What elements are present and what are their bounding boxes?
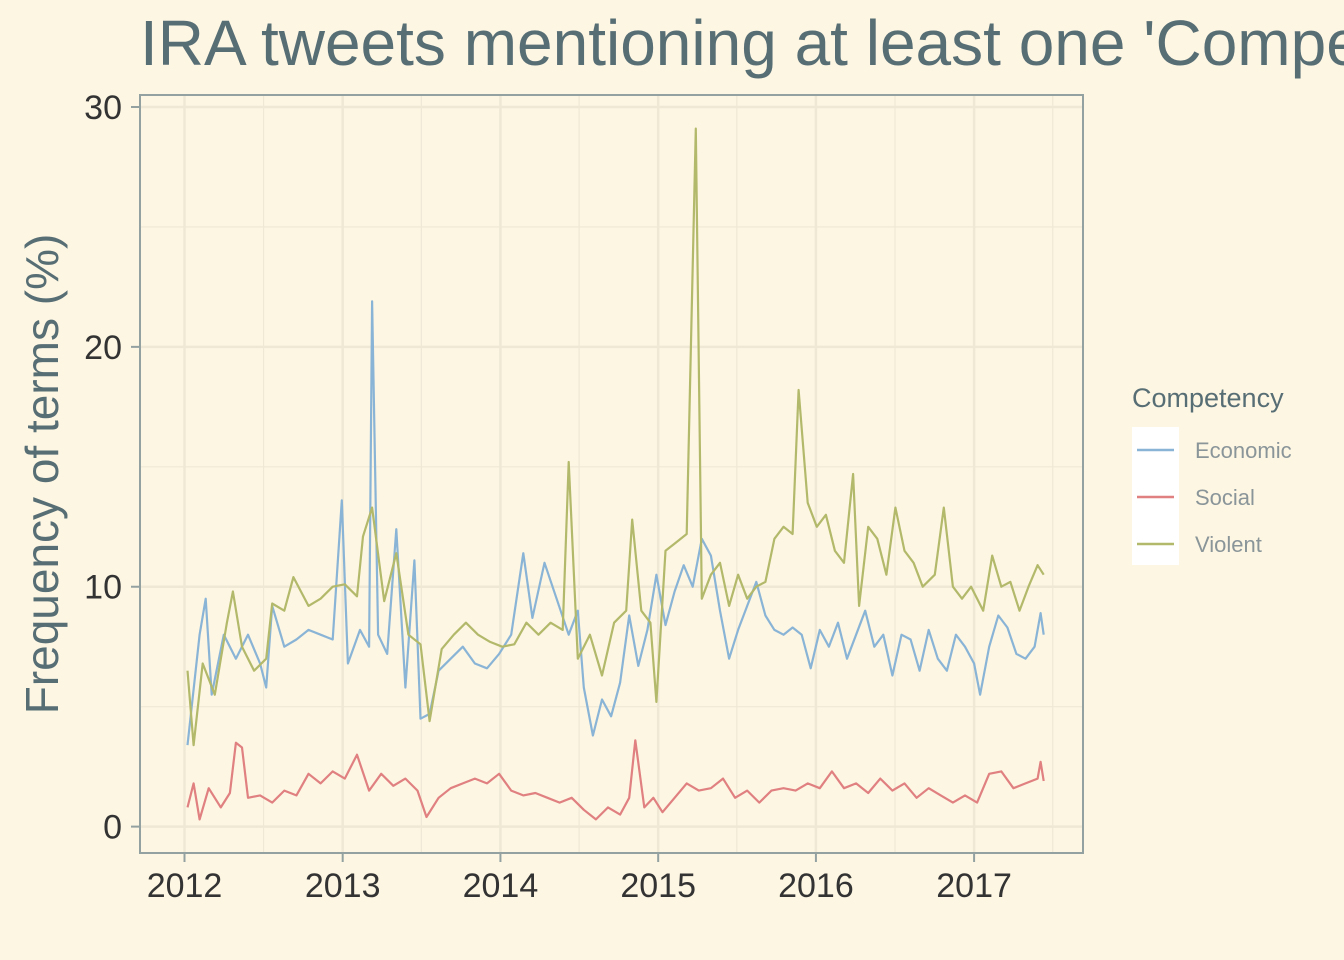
- series-violent: [186, 127, 1045, 747]
- chart-title: IRA tweets mentioning at least one 'Comp…: [140, 7, 1344, 79]
- legend-title: Competency: [1132, 383, 1284, 413]
- legend-label: Social: [1195, 485, 1255, 510]
- x-tick-label: 2015: [620, 867, 696, 905]
- y-axis-label: Frequency of terms (%): [16, 234, 68, 715]
- legend: Competency Economic Social Violent: [1132, 383, 1292, 565]
- gridlines: [140, 95, 1083, 853]
- y-axis: 0 10 20 30: [84, 89, 140, 847]
- series-line: [186, 127, 1045, 747]
- x-tick-label: 2012: [147, 867, 223, 905]
- y-tick-label: 0: [103, 809, 122, 847]
- plot-panel: [140, 95, 1083, 853]
- series-line: [186, 300, 1045, 746]
- series-lines: [186, 127, 1045, 821]
- x-tick-label: 2014: [463, 867, 539, 905]
- y-tick-label: 20: [84, 329, 122, 367]
- legend-item-violent: Violent: [1137, 532, 1262, 557]
- plot-border: [139, 94, 1084, 854]
- x-tick-label: 2013: [305, 867, 381, 905]
- legend-item-economic: Economic: [1137, 438, 1292, 463]
- legend-item-social: Social: [1137, 485, 1255, 510]
- y-tick-label: 30: [84, 89, 122, 127]
- x-tick-label: 2017: [936, 867, 1012, 905]
- legend-label: Violent: [1195, 532, 1262, 557]
- x-tick-label: 2016: [778, 867, 854, 905]
- series-line: [186, 739, 1045, 821]
- series-economic: [186, 300, 1045, 746]
- y-tick-label: 10: [84, 569, 122, 607]
- legend-label: Economic: [1195, 438, 1292, 463]
- series-social: [186, 739, 1045, 821]
- x-axis: 2012 2013 2014 2015 2016 2017: [147, 853, 1012, 905]
